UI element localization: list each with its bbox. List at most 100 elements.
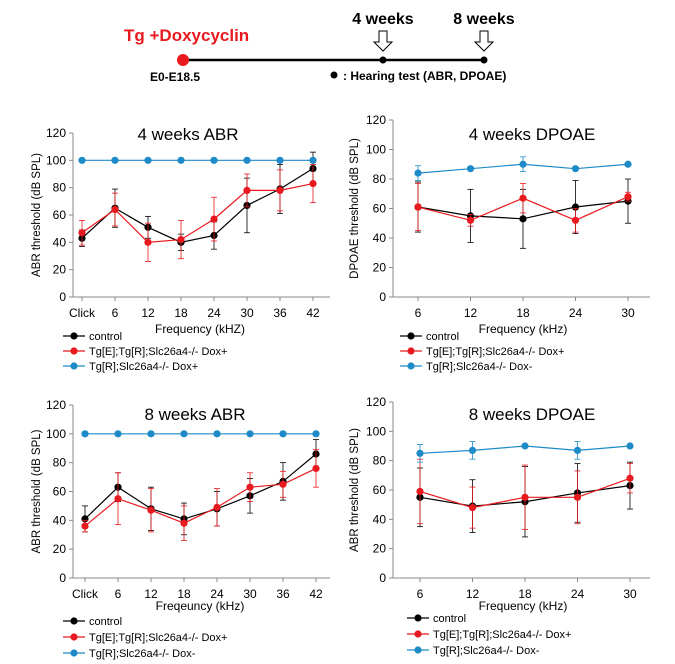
milestone-8-weeks: 8 weeks <box>453 11 514 28</box>
y-tick-label: 120 <box>366 395 386 409</box>
y-tick-label: 100 <box>366 143 386 157</box>
data-point <box>414 203 422 211</box>
series-1 <box>78 164 317 262</box>
legend-swatch-marker <box>407 347 415 355</box>
data-point <box>144 156 152 164</box>
data-point <box>466 165 475 173</box>
y-tick-label: 80 <box>373 454 387 468</box>
y-tick-label: 0 <box>59 290 66 304</box>
y-tick-label: 100 <box>46 427 66 441</box>
period-label: E0-E18.5 <box>150 70 200 84</box>
legend-entry: Tg[R];Slc26a4-/- Dox- <box>426 361 533 373</box>
y-axis-label: ABR threshold (dB SPL) <box>31 429 43 553</box>
data-point <box>624 193 632 201</box>
chart-abr4: 0 20 40 60 80 100 120 Click 6 12 18 24 30 36 42 4 weeks… <box>31 125 330 373</box>
data-point <box>180 430 188 438</box>
data-point <box>626 442 634 450</box>
arrow-down-icon <box>372 30 394 52</box>
x-axis-label: Frequency (kHz) <box>479 322 568 336</box>
y-tick-label: 80 <box>53 181 67 195</box>
data-point <box>243 186 251 194</box>
legend-dot-icon <box>330 71 338 79</box>
x-tick-label: 30 <box>240 306 254 320</box>
chart-title: 8 weeks DPOAE <box>469 405 596 424</box>
data-point <box>279 480 287 488</box>
x-tick-label: Click <box>72 587 99 601</box>
treatment-label: Tg +Doxycyclin <box>124 26 249 45</box>
y-tick-label: 40 <box>373 231 387 245</box>
series-line <box>84 467 317 527</box>
y-tick-label: 120 <box>46 126 66 140</box>
series-2 <box>78 156 317 164</box>
data-point <box>624 160 632 168</box>
series-2 <box>81 430 320 438</box>
y-tick-label: 60 <box>53 208 67 222</box>
data-point <box>468 446 477 454</box>
chart-dp8: 0 20 40 60 80 100 120 6 12 18 24 30 8 weeks DPOAE Fre… <box>349 395 650 657</box>
y-tick-label: 0 <box>379 290 386 304</box>
data-point <box>144 238 152 246</box>
legend-entry: control <box>89 616 122 628</box>
x-tick-label: 30 <box>243 587 257 601</box>
x-tick-label: 18 <box>516 306 530 320</box>
series-0 <box>78 151 317 251</box>
data-point <box>114 495 122 503</box>
legend-entry: Tg[E];Tg[R];Slc26a4-/- Dox+ <box>433 629 571 641</box>
data-point <box>111 156 119 164</box>
legend-entry: Tg[R];Slc26a4-/- Dox- <box>89 648 196 660</box>
legend-swatch-marker <box>70 347 78 355</box>
x-tick-label: 12 <box>464 306 478 320</box>
y-tick-label: 0 <box>59 571 66 585</box>
data-point <box>210 215 218 223</box>
data-point <box>246 430 254 438</box>
x-tick-label: 12 <box>144 587 158 601</box>
data-point <box>309 156 317 164</box>
legend-swatch-marker <box>407 332 415 340</box>
y-tick-label: 40 <box>373 512 387 526</box>
test-dot-8w <box>480 56 488 64</box>
legend-entry: Tg[E];Tg[R];Slc26a4-/- Dox+ <box>426 346 564 358</box>
x-tick-label: 12 <box>466 587 480 601</box>
data-point <box>626 474 634 482</box>
data-point <box>147 506 155 514</box>
x-tick-label: Click <box>69 306 96 320</box>
data-point <box>312 464 320 473</box>
y-tick-label: 20 <box>53 263 67 277</box>
legend: control Tg[E];Tg[R];Slc26a4-/- Dox+ Tg[R];… <box>63 331 227 373</box>
x-axis-label: Freqeuncy (kHz) <box>156 599 245 613</box>
data-point <box>519 215 527 223</box>
data-point <box>210 156 218 164</box>
legend: control Tg[E];Tg[R];Slc26a4-/- Dox+ Tg[R];… <box>400 331 564 373</box>
chart-title: 8 weeks ABR <box>144 405 245 424</box>
y-tick-label: 120 <box>366 113 386 127</box>
y-axis-label: ABR threshold (dB SPL) <box>349 428 361 552</box>
x-tick-label: 30 <box>623 587 637 601</box>
data-point <box>114 430 122 438</box>
x-axis-label: Frequency (kHZ) <box>155 322 245 336</box>
data-point <box>78 229 86 237</box>
x-tick-label: 18 <box>518 587 532 601</box>
y-tick-label: 100 <box>46 153 66 167</box>
chart-title: 4 weeks DPOAE <box>469 125 596 144</box>
y-tick-label: 20 <box>53 542 67 556</box>
legend-entry: Tg[E];Tg[R];Slc26a4-/- Dox+ <box>89 346 227 358</box>
data-point <box>78 156 86 164</box>
milestone-4-weeks: 4 weeks <box>352 11 413 28</box>
data-point <box>177 236 185 244</box>
legend-swatch-marker <box>70 362 78 370</box>
legend-swatch-marker <box>414 630 422 638</box>
series-line <box>81 182 314 243</box>
y-tick-label: 40 <box>53 235 67 249</box>
legend-swatch-marker <box>70 617 78 625</box>
x-tick-label: 18 <box>177 587 191 601</box>
y-tick-label: 40 <box>53 513 67 527</box>
data-point <box>571 216 580 224</box>
series-line <box>81 168 314 243</box>
data-point <box>246 483 254 491</box>
data-point <box>573 446 582 454</box>
data-point <box>312 430 320 438</box>
chart-dp4: 0 20 40 60 80 100 120 6 12 18 24 30 4 weeks DPOAE Fre… <box>349 113 650 373</box>
data-point <box>519 160 527 168</box>
legend-swatch-marker <box>407 362 415 370</box>
